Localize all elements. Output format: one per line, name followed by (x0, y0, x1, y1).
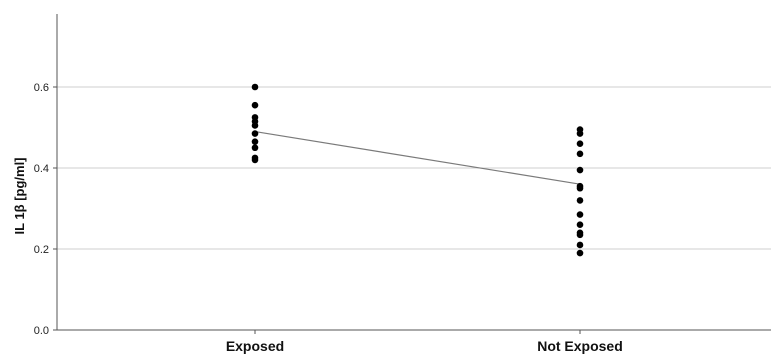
data-point (576, 241, 584, 249)
y-tick-label: 0.4 (34, 163, 49, 175)
data-point (576, 197, 584, 204)
y-axis-title: IL 1β [pg/ml] (12, 157, 27, 234)
x-category-label: Exposed (226, 338, 284, 354)
data-point (251, 101, 259, 109)
grid-lines (57, 86, 771, 250)
data-point (251, 144, 259, 152)
data-point (251, 83, 259, 91)
data-point (251, 156, 259, 164)
x-category-labels: Exposed Not Exposed (226, 330, 623, 354)
y-tick-labels: 0.0 0.2 0.4 0.6 (34, 82, 57, 337)
data-point (251, 138, 259, 145)
data-point (576, 140, 584, 147)
data-point (251, 122, 259, 129)
data-point (576, 211, 584, 218)
data-point (576, 184, 584, 192)
data-point (576, 166, 584, 174)
y-tick-label: 0.0 (34, 325, 49, 337)
y-tick-label: 0.6 (34, 82, 49, 94)
data-point (576, 231, 584, 239)
mean-line (254, 130, 581, 185)
x-category-label: Not Exposed (537, 338, 623, 354)
data-points (251, 83, 584, 257)
y-tick-label: 0.2 (34, 244, 49, 256)
data-point (576, 150, 584, 158)
data-point (576, 221, 584, 228)
data-point (576, 249, 584, 257)
data-point (251, 130, 259, 137)
data-point (576, 130, 584, 137)
